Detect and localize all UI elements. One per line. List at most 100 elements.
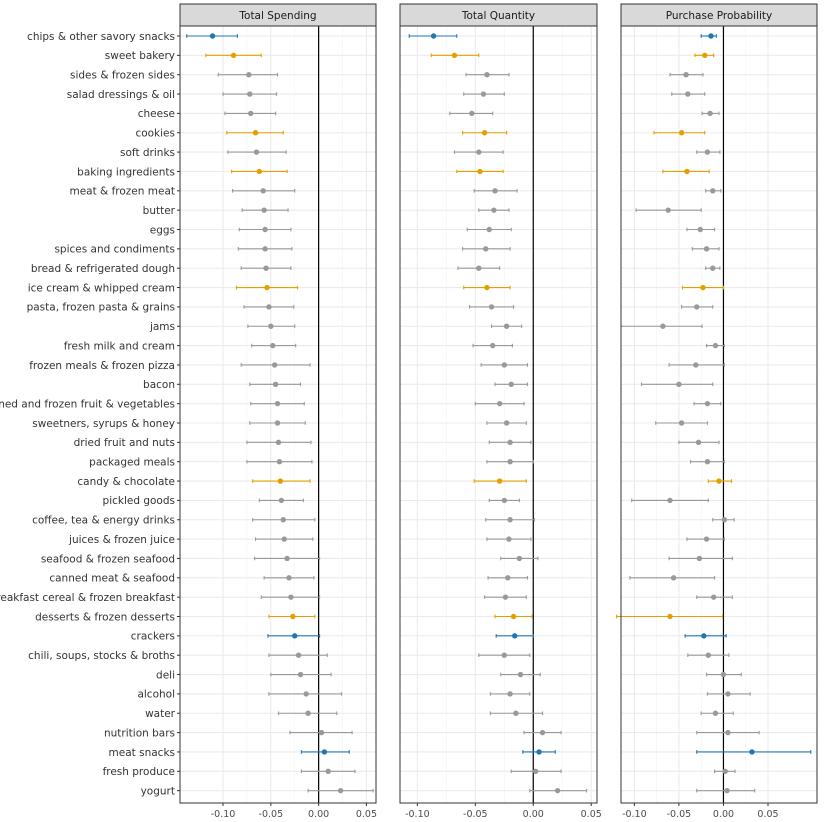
estimate-sides-frozen-sides: [465, 72, 510, 78]
point-estimate: [477, 168, 483, 175]
category-label-sides-frozen-sides: sides & frozen sides: [70, 70, 175, 82]
estimate-packaged-meals: [689, 459, 725, 465]
point-estimate: [702, 52, 708, 59]
point-estimate: [712, 342, 719, 349]
point-estimate: [276, 459, 283, 465]
estimate-baking-ingredients: [456, 168, 504, 175]
estimate-juices-frozen-juice: [254, 536, 314, 542]
estimate-cheese: [449, 110, 494, 117]
point-estimate: [704, 400, 711, 407]
estimate-eggs: [466, 226, 512, 233]
point-estimate: [725, 691, 731, 697]
estimate-frozen-meals-frozen-pizza: [240, 362, 311, 368]
estimate-ice-cream-whipped-cream: [463, 284, 511, 291]
point-estimate: [262, 246, 268, 252]
category-label-ice-cream-whipped-cream: ice cream & whipped cream: [28, 282, 175, 294]
category-label-nutrition-bars: nutrition bars: [104, 727, 175, 739]
estimate-water: [277, 710, 338, 716]
category-label-canned-meat-seafood: canned meat & seafood: [49, 573, 175, 585]
category-label-deli: deli: [156, 669, 175, 681]
point-estimate: [710, 188, 716, 194]
x-tick-label: 0.00: [308, 809, 329, 820]
point-estimate: [716, 478, 722, 484]
estimate-sides-frozen-sides: [669, 72, 704, 78]
estimate-sides-frozen-sides: [217, 72, 279, 78]
point-estimate: [484, 284, 490, 291]
category-label-sweetners-syrups-honey: sweetners, syrups & honey: [32, 418, 175, 430]
point-estimate: [288, 594, 294, 600]
point-estimate: [694, 304, 700, 310]
estimate-chili-soups-stocks-broths: [687, 652, 730, 658]
point-estimate: [209, 33, 216, 39]
estimate-coffee-tea-energy-drinks: [252, 517, 316, 523]
estimate-ice-cream-whipped-cream: [235, 284, 299, 291]
point-estimate: [451, 52, 458, 59]
point-estimate: [712, 710, 719, 716]
x-tick-label: -0.10: [405, 809, 430, 820]
estimate-canned-and-frozen-fruit-vegetables: [250, 400, 305, 407]
point-estimate: [507, 459, 513, 465]
point-estimate: [268, 323, 274, 329]
category-label-bacon: bacon: [143, 379, 175, 391]
point-estimate: [278, 497, 285, 504]
point-estimate: [292, 633, 298, 639]
estimate-candy-chocolate: [252, 478, 311, 484]
panel-border: [179, 25, 377, 804]
point-estimate: [469, 110, 475, 117]
estimate-butter: [478, 207, 510, 213]
estimate-eggs: [238, 226, 292, 233]
estimate-dried-fruit-and-nuts: [678, 439, 720, 446]
point-estimate: [507, 517, 513, 523]
point-estimate: [506, 536, 512, 542]
point-estimate: [274, 420, 281, 426]
point-estimate: [536, 749, 542, 755]
point-estimate: [290, 613, 296, 620]
panel-background: [400, 26, 597, 803]
point-estimate: [261, 207, 267, 213]
estimate-cookies: [226, 130, 284, 136]
estimate-alcohol: [706, 691, 751, 697]
estimate-canned-meat-seafood: [487, 575, 529, 581]
point-estimate: [297, 671, 304, 678]
estimate-bacon: [640, 381, 714, 387]
estimate-seafood-frozen-seafood: [254, 555, 321, 562]
category-label-soft-drinks: soft drinks: [120, 147, 175, 159]
estimate-soft-drinks: [227, 149, 287, 155]
estimate-fresh-produce: [713, 768, 736, 774]
panel-title: Total Quantity: [461, 10, 535, 22]
estimate-canned-and-frozen-fruit-vegetables: [474, 400, 525, 407]
estimate-baking-ingredients: [662, 168, 710, 175]
point-estimate: [665, 207, 671, 213]
category-label-desserts-frozen-desserts: desserts & frozen desserts: [35, 611, 175, 623]
estimate-soft-drinks: [453, 149, 504, 155]
point-estimate: [496, 400, 503, 407]
category-label-coffee-tea-energy-drinks: coffee, tea & energy drinks: [32, 515, 175, 527]
estimate-chili-soups-stocks-broths: [268, 652, 328, 658]
estimate-juices-frozen-juice: [486, 536, 532, 542]
point-estimate: [272, 381, 279, 387]
point-estimate: [252, 130, 259, 136]
estimate-canned-meat-seafood: [629, 575, 716, 581]
estimate-spices-and-condiments: [691, 246, 720, 252]
estimate-baking-ingredients: [231, 168, 288, 175]
estimate-meat-frozen-meat: [705, 188, 722, 194]
point-estimate: [667, 613, 673, 620]
point-estimate: [496, 478, 503, 484]
point-estimate: [325, 768, 331, 774]
category-label-water: water: [145, 708, 176, 720]
point-estimate: [483, 246, 489, 252]
estimate-sweet-bakery: [694, 52, 715, 59]
point-estimate: [262, 226, 268, 233]
estimate-bread-refrigerated-dough: [457, 265, 501, 271]
category-label-jams: jams: [149, 321, 175, 333]
point-estimate: [264, 284, 270, 291]
estimate-cookies: [653, 130, 706, 136]
estimate-bacon: [494, 381, 529, 387]
point-estimate: [532, 768, 539, 774]
point-estimate: [725, 729, 731, 736]
estimate-cookies: [462, 130, 508, 136]
estimate-deli: [270, 671, 332, 678]
category-label-cookies: cookies: [135, 128, 175, 140]
point-estimate: [722, 768, 728, 774]
category-label-sweet-bakery: sweet bakery: [105, 50, 175, 62]
